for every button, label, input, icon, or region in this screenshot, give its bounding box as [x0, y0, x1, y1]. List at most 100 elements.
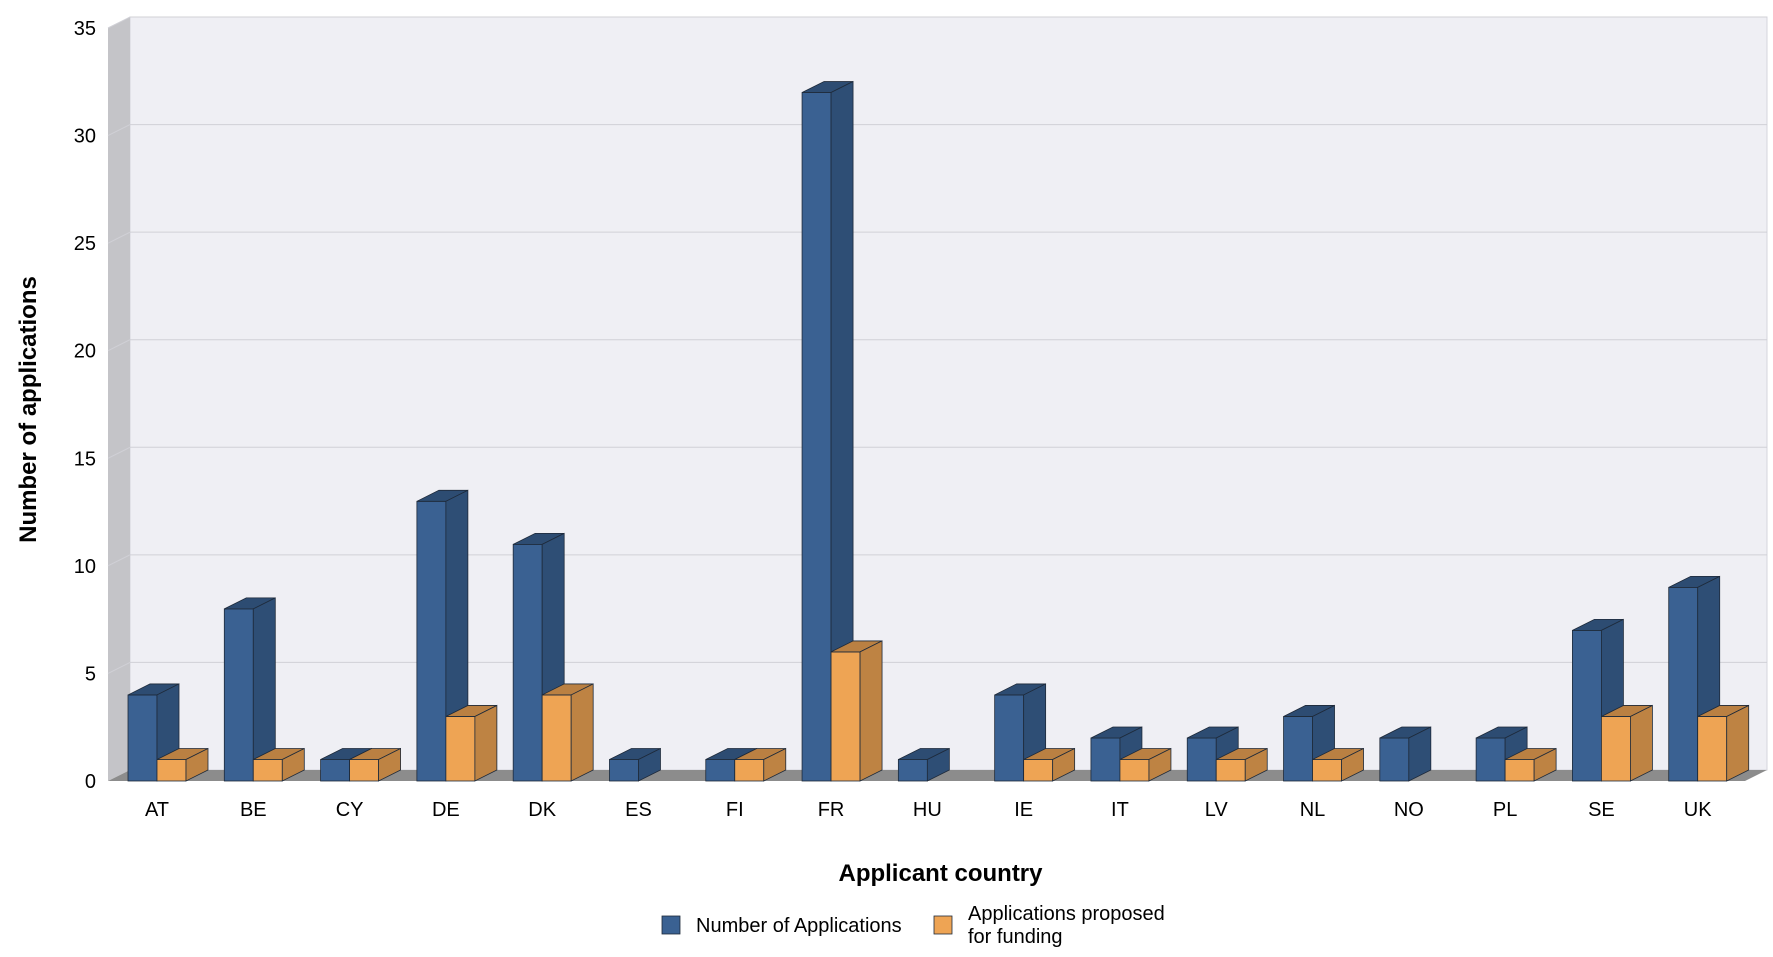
bar-front	[994, 694, 1025, 782]
legend-entry: Number of Applications	[661, 915, 902, 937]
bar-front	[1475, 737, 1506, 782]
x-tick-label: PL	[1493, 799, 1517, 821]
bar-side	[1052, 747, 1076, 782]
x-tick-label: DE	[432, 799, 460, 821]
bar-ie-s2	[1023, 747, 1076, 782]
x-tick-label: SE	[1588, 799, 1615, 821]
legend-entry: Applications proposed for funding	[933, 903, 1165, 948]
bar-fi-s2	[734, 747, 787, 782]
x-tick-label: FI	[726, 799, 744, 821]
x-tick-label: DK	[528, 799, 556, 821]
bar-front	[512, 543, 543, 782]
x-tick-label: IT	[1111, 799, 1129, 821]
y-tick-labels: 0 5 10 15 20 25 30 35	[74, 18, 96, 793]
y-tick-label: 15	[74, 448, 96, 470]
bar-side	[638, 747, 661, 782]
bar-front	[1504, 759, 1535, 782]
bar-front	[1283, 716, 1313, 782]
bar-front	[445, 716, 476, 782]
gridlines	[107, 16, 1767, 674]
bar-side	[378, 747, 401, 782]
x-tick-label: NO	[1394, 799, 1424, 821]
bar-fr-s2	[830, 640, 883, 782]
bar-hu-s1	[897, 747, 950, 782]
bar-side	[1630, 704, 1653, 782]
legend: Number of Applications Applications propo…	[661, 903, 1165, 948]
y-tick-label: 0	[85, 771, 96, 793]
bar-front	[801, 92, 832, 782]
bar-be-s2	[252, 747, 305, 782]
legend-swatch	[661, 915, 681, 935]
back-wall	[129, 16, 1768, 771]
x-tick-label: BE	[240, 799, 267, 821]
bar-front	[416, 500, 447, 782]
bar-side	[281, 747, 305, 782]
gridline-side	[107, 339, 131, 352]
bar-cy-s2	[349, 747, 401, 782]
bar-side	[1244, 747, 1268, 782]
bar-fr-s1	[801, 80, 854, 782]
bar-uk-s2	[1697, 704, 1750, 782]
bar-front	[1215, 759, 1246, 782]
x-tick-label: NL	[1300, 799, 1326, 821]
legend-label-line: Number of Applications	[696, 915, 902, 937]
bar-side	[474, 704, 498, 782]
x-tick-label: FR	[818, 799, 845, 821]
bar-front	[1379, 737, 1410, 782]
bar-side	[185, 747, 209, 782]
gridline-side	[107, 16, 131, 29]
bar-front	[223, 608, 254, 782]
x-tick-label: HU	[913, 799, 942, 821]
bar-es-s1	[609, 747, 661, 782]
bar-front	[830, 651, 861, 782]
bar-de-s2	[445, 704, 498, 782]
y-tick-label: 30	[74, 126, 96, 148]
gridline-side	[107, 231, 131, 244]
bar-side	[1726, 704, 1750, 782]
legend-swatch	[933, 915, 953, 935]
bar-lv-s2	[1215, 747, 1268, 782]
bar-front	[1312, 759, 1342, 782]
gridline-side	[107, 446, 131, 459]
bar-nl-s2	[1312, 747, 1364, 782]
x-tick-labels: AT BE CY DE DK ES FI FR HU IE IT LV NL NO PL SE UK	[145, 799, 1712, 821]
legend-label: Applications proposed for funding	[968, 903, 1165, 948]
y-tick-label: 20	[74, 341, 96, 363]
bar-front	[1668, 586, 1699, 782]
bar-dk-s2	[541, 683, 594, 782]
bar-front	[609, 759, 639, 782]
bar-no-s1	[1379, 726, 1432, 782]
bar-front	[127, 694, 158, 782]
bar-be-s1	[223, 597, 276, 782]
bar-front	[1601, 716, 1631, 782]
bar-side	[859, 640, 883, 782]
bar-pl-s2	[1504, 747, 1557, 782]
bar-it-s2	[1119, 747, 1172, 782]
x-axis-title: Applicant country	[838, 860, 1043, 887]
bar-front	[1119, 759, 1150, 782]
bar-uk-s1	[1668, 575, 1721, 782]
bar-side	[570, 683, 594, 782]
bar-front	[897, 759, 928, 782]
bar-at-s2	[156, 747, 209, 782]
bar-front	[1186, 737, 1217, 782]
x-tick-label: UK	[1684, 799, 1712, 821]
bar-side	[926, 747, 950, 782]
bar-front	[541, 694, 572, 782]
bar-front	[1697, 716, 1728, 782]
bar-side	[1408, 726, 1432, 782]
bar-front	[705, 759, 736, 782]
bar-side	[1341, 747, 1364, 782]
chart-walls	[108, 16, 1768, 781]
bar-front	[1023, 759, 1054, 782]
bars	[127, 80, 1750, 782]
legend-label-line: for funding	[968, 926, 1063, 948]
y-tick-label: 5	[85, 663, 96, 685]
gridline-side	[107, 554, 131, 567]
bar-side	[763, 747, 787, 782]
bar-front	[156, 759, 187, 782]
y-tick-label: 35	[74, 18, 96, 40]
y-axis-title: Number of applications	[15, 276, 42, 543]
bar-front	[734, 759, 765, 782]
